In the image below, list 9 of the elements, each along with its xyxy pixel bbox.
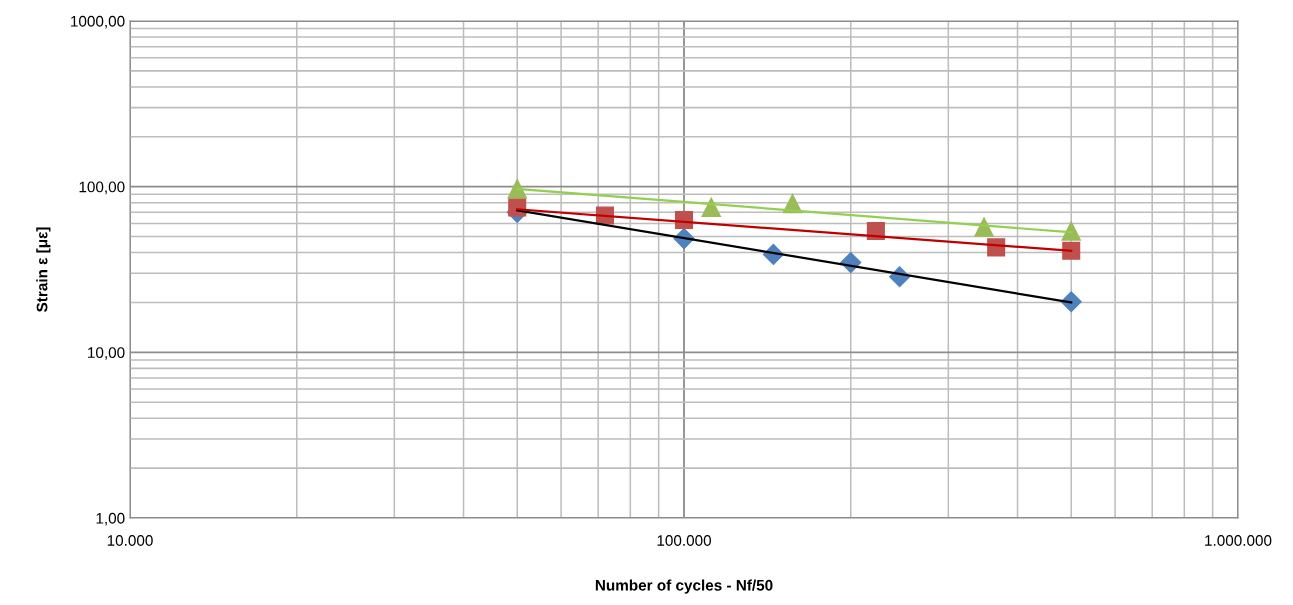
x-tick-label: 100.000 — [657, 535, 712, 546]
y-tick-label: 100,00 — [79, 181, 125, 195]
y-tick-label: 10,00 — [88, 347, 125, 360]
y-tick-label: 1000,00 — [71, 15, 125, 29]
x-axis-title: Number of cycles - Nf/50 — [595, 579, 773, 594]
x-tick-label: 1.000.000 — [1205, 535, 1272, 546]
x-tick-label: 10.000 — [107, 535, 153, 546]
y-tick-label: 1,00 — [96, 512, 125, 526]
y-axis-title: Strain ε [με] — [36, 227, 51, 312]
